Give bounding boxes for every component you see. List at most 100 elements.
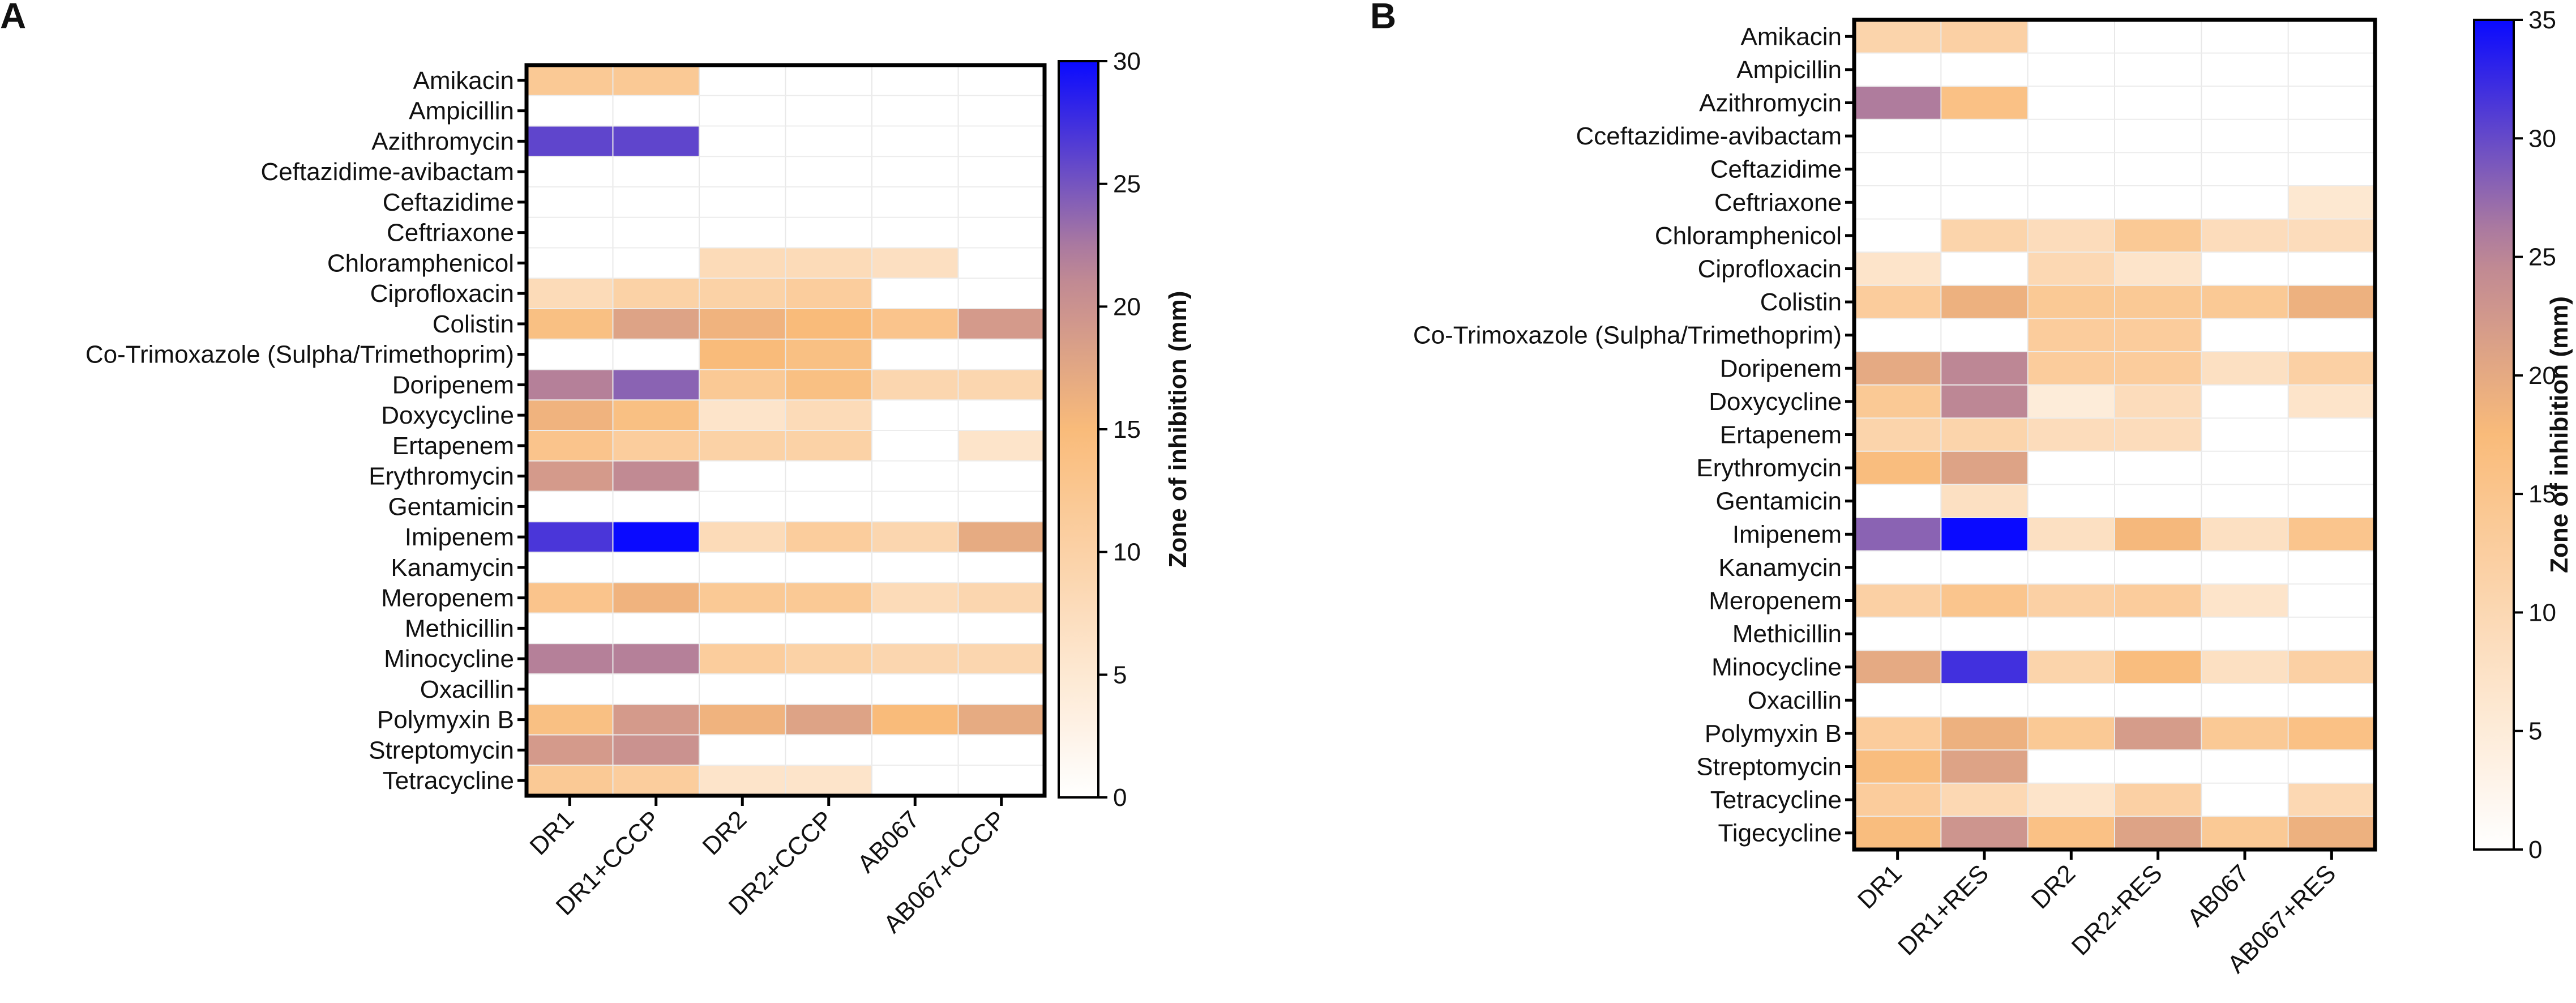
heatmap-cell: [1854, 53, 1941, 87]
row-label: Methicillin: [405, 614, 514, 642]
heatmap-cell: [958, 217, 1045, 248]
row-label: Doxycycline: [381, 402, 514, 429]
heatmap-cell: [2201, 285, 2289, 319]
heatmap-cell: [613, 278, 700, 309]
heatmap-cell: [1854, 352, 1941, 386]
heatmap-cell: [613, 309, 700, 340]
column-label: DR1+RES: [1893, 859, 1994, 961]
colorbar-label: Zone of inhibition (mm): [1164, 291, 1192, 568]
heatmap-cell: [1854, 550, 1941, 584]
heatmap-cell: [527, 765, 613, 796]
heatmap-cell: [1854, 86, 1941, 120]
heatmap-cell: [872, 339, 958, 370]
heatmap-cell: [2027, 252, 2115, 286]
heatmap-cell: [872, 217, 958, 248]
heatmap-cell: [1941, 750, 2029, 784]
heatmap-cell: [2115, 617, 2202, 651]
heatmap-cell: [699, 704, 786, 735]
heatmap-cell: [1941, 684, 2029, 718]
heatmap-cell: [613, 156, 700, 187]
heatmap-cell: [785, 217, 872, 248]
heatmap-cell: [2288, 252, 2376, 286]
heatmap-cell: [613, 582, 700, 613]
row-label: Methicillin: [1732, 620, 1842, 648]
heatmap-cell: [527, 126, 613, 157]
heatmap-cell: [2027, 716, 2115, 750]
heatmap-cell: [2027, 684, 2115, 718]
heatmap-cell: [699, 309, 786, 340]
heatmap-cell: [2027, 119, 2115, 153]
heatmap-cell: [2288, 617, 2376, 651]
heatmap-cell: [2201, 186, 2289, 220]
heatmap-cell: [2201, 650, 2289, 684]
heatmap-cell: [1854, 252, 1941, 286]
heatmap-cell: [1941, 418, 2029, 452]
heatmap-cell: [699, 339, 786, 370]
heatmap-cell: [958, 582, 1045, 613]
heatmap-cell: [527, 643, 613, 675]
row-label: Ampicillin: [409, 97, 514, 125]
colorbar-tick-label: 5: [1113, 661, 1127, 689]
heatmap-cell: [958, 156, 1045, 187]
heatmap-cell: [613, 95, 700, 126]
colorbar-tick-label: 30: [2528, 125, 2556, 152]
heatmap-cell: [2201, 684, 2289, 718]
heatmap-cell: [785, 674, 872, 705]
heatmap-cell: [699, 522, 786, 553]
heatmap-cell: [785, 126, 872, 157]
heatmap-cell: [1941, 816, 2029, 850]
heatmap-cell: [2115, 750, 2202, 784]
heatmap-cell: [2288, 53, 2376, 87]
heatmap-cell: [1854, 650, 1941, 684]
heatmap-cell: [958, 674, 1045, 705]
heatmap-cell: [2288, 484, 2376, 518]
heatmap-cell: [699, 491, 786, 522]
colorbar-tick-label: 15: [2528, 480, 2556, 508]
heatmap-cell: [1941, 318, 2029, 352]
heatmap-cell: [613, 65, 700, 96]
heatmap-cell: [2115, 252, 2202, 286]
heatmap-cell: [2288, 186, 2376, 220]
heatmap-cell: [872, 156, 958, 187]
heatmap-cell: [2201, 550, 2289, 584]
heatmap-cell: [785, 430, 872, 462]
column-label: DR2+RES: [2066, 859, 2168, 961]
heatmap-cell: [872, 552, 958, 583]
row-label: Ciprofloxacin: [1698, 255, 1842, 283]
heatmap-cell: [2027, 518, 2115, 552]
heatmap-cell: [872, 95, 958, 126]
heatmap-cell: [785, 704, 872, 735]
heatmap-cell: [2201, 53, 2289, 87]
heatmap-cell: [2288, 783, 2376, 817]
column-label: AB067: [2182, 859, 2254, 932]
heatmap-cell: [872, 187, 958, 218]
heatmap-cell: [872, 582, 958, 613]
heatmap-cell: [613, 552, 700, 583]
heatmap-cell: [2115, 484, 2202, 518]
heatmap-cell: [2027, 584, 2115, 618]
heatmap-cell: [2288, 518, 2376, 552]
row-label: Ciprofloxacin: [370, 280, 514, 308]
heatmap-cell: [1941, 186, 2029, 220]
heatmap-cell: [613, 643, 700, 675]
heatmap-cell: [613, 217, 700, 248]
heatmap-cell: [2115, 219, 2202, 253]
heatmap-cell: [1941, 484, 2029, 518]
heatmap-cell: [2115, 550, 2202, 584]
heatmap-cell: [1854, 750, 1941, 784]
heatmap-cell: [872, 400, 958, 431]
row-label: Ceftriaxone: [1714, 189, 1842, 216]
heatmap-cell: [1941, 650, 2029, 684]
heatmap-cell: [1941, 285, 2029, 319]
heatmap-cell: [699, 400, 786, 431]
heatmap-cell: [1941, 385, 2029, 419]
row-label: Chloramphenicol: [1655, 222, 1842, 250]
heatmap-cell: [958, 247, 1045, 279]
colorbar-tick-label: 5: [2528, 718, 2542, 745]
heatmap-cell: [1854, 119, 1941, 153]
row-label: Polymyxin B: [377, 706, 514, 734]
heatmap-cell: [2288, 352, 2376, 386]
heatmap-cell: [2201, 518, 2289, 552]
heatmap-cell: [2115, 418, 2202, 452]
